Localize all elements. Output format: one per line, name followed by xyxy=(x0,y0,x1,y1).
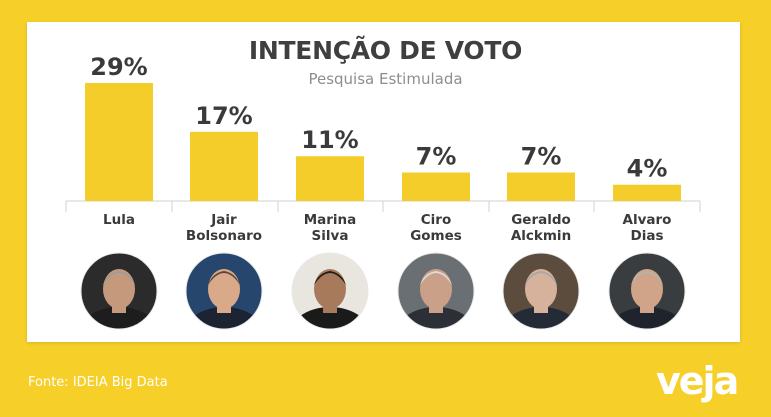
ciro-photo xyxy=(397,252,475,330)
source-note: Fonte: IDEIA Big Data xyxy=(28,375,168,390)
lula-photo xyxy=(80,252,158,330)
veja-logo: veja xyxy=(656,359,739,403)
category-label: Lula xyxy=(103,212,135,228)
chart-title: INTENÇÃO DE VOTO xyxy=(248,36,523,65)
bar xyxy=(613,184,681,201)
data-label: 4% xyxy=(627,155,668,183)
category-label: Alvaro Dias xyxy=(623,212,672,244)
bar xyxy=(190,131,258,201)
alvaro-photo xyxy=(608,252,686,330)
data-label: 29% xyxy=(90,53,147,81)
category-label: Geraldo Alckmin xyxy=(511,212,571,244)
bar xyxy=(402,172,470,201)
category-label: Jair Bolsonaro xyxy=(186,212,262,244)
bar xyxy=(507,172,575,201)
bolsonaro-photo xyxy=(185,252,263,330)
chart-subtitle: Pesquisa Estimulada xyxy=(308,70,463,88)
data-label: 7% xyxy=(416,143,457,171)
category-label: Ciro Gomes xyxy=(410,212,462,244)
data-label: 17% xyxy=(195,102,252,130)
data-label: 7% xyxy=(521,143,562,171)
bar xyxy=(296,156,364,201)
marina-photo xyxy=(291,252,369,330)
category-label: Marina Silva xyxy=(304,212,357,244)
data-label: 11% xyxy=(301,126,358,154)
alckmin-photo xyxy=(502,252,580,330)
bar xyxy=(85,83,153,201)
